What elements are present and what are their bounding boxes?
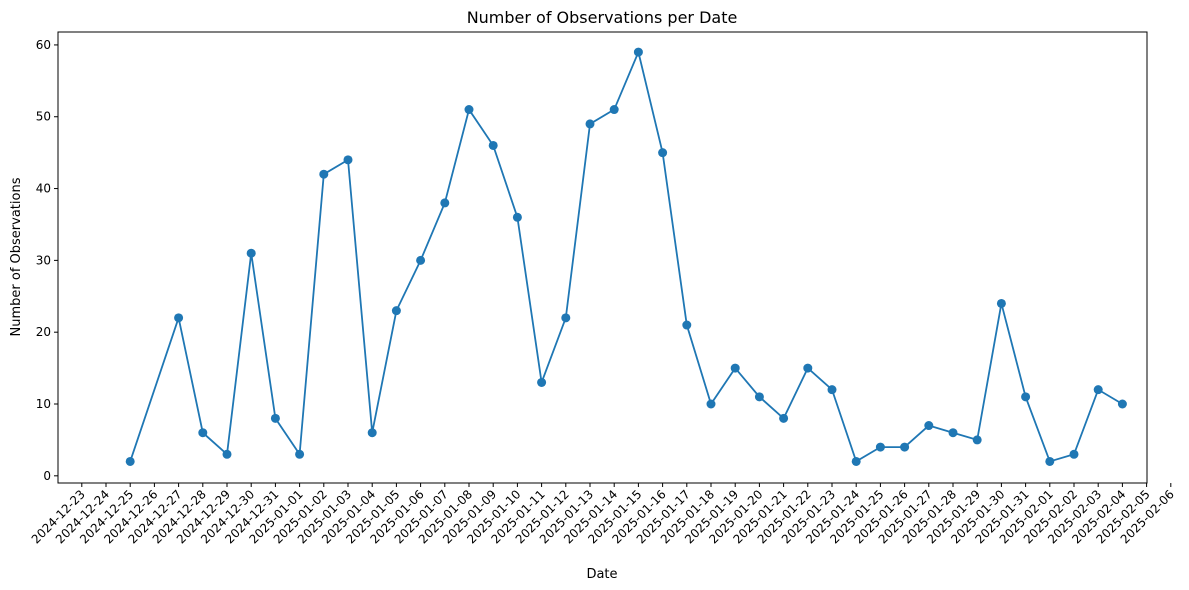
y-axis-label: Number of Observations	[9, 177, 24, 336]
data-point	[270, 413, 280, 423]
y-tick-label: 20	[36, 325, 51, 339]
data-point	[222, 449, 232, 459]
data-point	[779, 413, 789, 423]
data-point	[803, 363, 813, 373]
data-point	[125, 456, 135, 466]
data-point	[1117, 399, 1127, 409]
data-point	[948, 428, 958, 438]
data-point	[295, 449, 305, 459]
series-line	[129, 49, 1123, 463]
data-point	[1021, 392, 1031, 402]
data-point	[246, 248, 256, 258]
y-tick-label: 60	[36, 38, 51, 52]
data-point	[900, 442, 910, 452]
y-tick-label: 50	[36, 110, 51, 124]
chart-title: Number of Observations per Date	[467, 8, 738, 27]
data-point	[537, 377, 547, 387]
y-tick-label: 0	[43, 469, 51, 483]
data-point	[1045, 456, 1055, 466]
data-point	[875, 442, 885, 452]
data-point	[367, 428, 377, 438]
data-point	[633, 47, 643, 57]
data-point	[440, 198, 450, 208]
data-point	[464, 105, 474, 115]
y-tick-label: 40	[36, 182, 51, 196]
data-point	[512, 212, 522, 222]
data-point	[924, 421, 934, 431]
plot-area	[57, 31, 1148, 484]
data-point	[585, 119, 595, 129]
data-point	[1069, 449, 1079, 459]
x-axis: 2024-12-232024-12-242024-12-252024-12-26…	[29, 483, 1177, 546]
data-point	[561, 313, 571, 323]
data-point	[706, 399, 716, 409]
data-point	[658, 148, 668, 158]
data-point	[1093, 385, 1103, 395]
data-point	[754, 392, 764, 402]
data-point	[174, 313, 184, 323]
x-axis-label: Date	[586, 567, 617, 582]
data-point	[730, 363, 740, 373]
y-tick-label: 30	[36, 253, 51, 267]
data-point	[827, 385, 837, 395]
data-point	[609, 105, 619, 115]
y-tick-label: 10	[36, 397, 51, 411]
data-point	[972, 435, 982, 445]
y-axis: 0 10 20 30 40 50 60	[36, 38, 58, 483]
data-point	[996, 298, 1006, 308]
data-points	[125, 47, 1127, 466]
data-point	[391, 306, 401, 316]
data-point	[682, 320, 692, 330]
data-point	[198, 428, 208, 438]
data-point	[319, 169, 329, 179]
data-point	[488, 140, 498, 150]
data-point	[851, 456, 861, 466]
data-point	[343, 155, 353, 165]
data-point	[416, 255, 426, 265]
